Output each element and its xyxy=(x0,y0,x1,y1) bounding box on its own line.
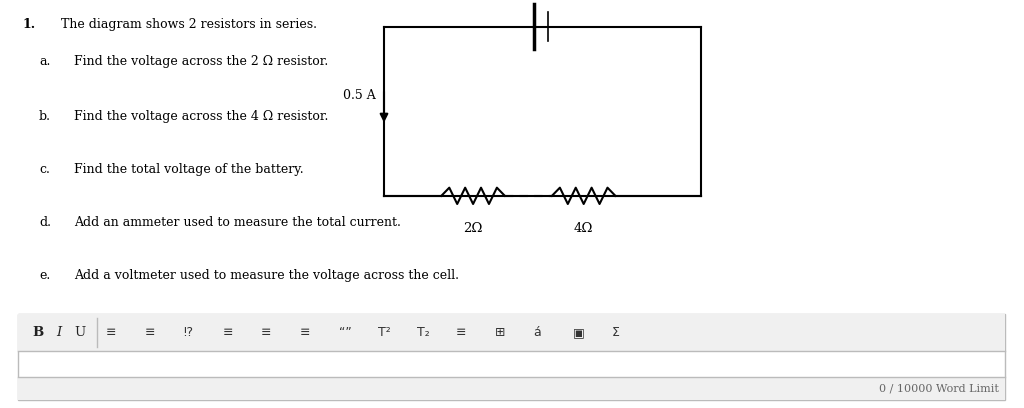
Text: B: B xyxy=(33,326,44,339)
Text: Find the voltage across the 2 Ω resistor.: Find the voltage across the 2 Ω resistor… xyxy=(74,55,328,68)
Text: ≡: ≡ xyxy=(144,326,155,339)
Text: ⁉: ⁉ xyxy=(183,326,193,339)
Text: T²: T² xyxy=(378,326,390,339)
Text: ≡: ≡ xyxy=(300,326,310,339)
Text: 0 / 10000 Word Limit: 0 / 10000 Word Limit xyxy=(879,384,998,394)
Text: e.: e. xyxy=(39,269,50,282)
Text: 2Ω: 2Ω xyxy=(464,222,482,235)
Text: 0.5 A: 0.5 A xyxy=(343,89,376,102)
Text: ≡: ≡ xyxy=(261,326,271,339)
Text: T₂: T₂ xyxy=(417,326,429,339)
Text: ≡: ≡ xyxy=(105,326,116,339)
Text: U: U xyxy=(75,326,86,339)
Text: ⊞: ⊞ xyxy=(495,326,505,339)
Text: b.: b. xyxy=(39,110,51,123)
Text: “”: “” xyxy=(339,326,351,339)
Text: ≡: ≡ xyxy=(456,326,466,339)
Text: 4Ω: 4Ω xyxy=(574,222,593,235)
Text: ≡: ≡ xyxy=(222,326,232,339)
Text: 1.: 1. xyxy=(23,18,36,31)
FancyBboxPatch shape xyxy=(18,314,1005,351)
Text: a.: a. xyxy=(39,55,50,68)
FancyBboxPatch shape xyxy=(18,314,1005,400)
Text: Add a voltmeter used to measure the voltage across the cell.: Add a voltmeter used to measure the volt… xyxy=(74,269,459,282)
Text: Find the total voltage of the battery.: Find the total voltage of the battery. xyxy=(74,163,303,176)
Text: c.: c. xyxy=(39,163,50,176)
Text: Add an ammeter used to measure the total current.: Add an ammeter used to measure the total… xyxy=(74,216,400,229)
Text: d.: d. xyxy=(39,216,51,229)
Text: I: I xyxy=(56,326,61,339)
Text: á: á xyxy=(534,326,542,339)
Text: The diagram shows 2 resistors in series.: The diagram shows 2 resistors in series. xyxy=(61,18,317,31)
Text: Find the voltage across the 4 Ω resistor.: Find the voltage across the 4 Ω resistor… xyxy=(74,110,328,123)
Text: Σ: Σ xyxy=(611,326,620,339)
FancyBboxPatch shape xyxy=(18,377,1005,400)
Text: ▣: ▣ xyxy=(572,326,584,339)
